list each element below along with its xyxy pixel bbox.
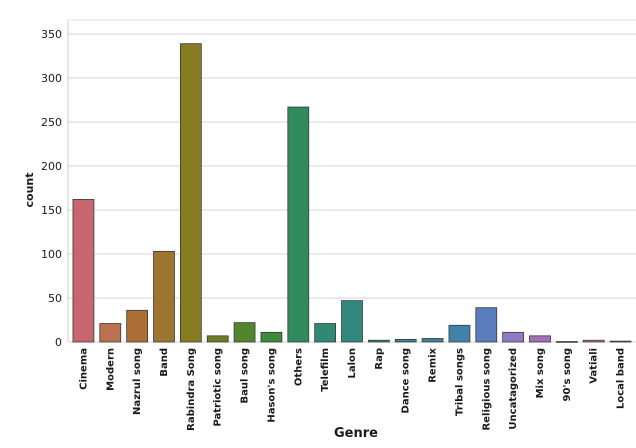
bars: [72, 43, 632, 343]
bar: [72, 199, 95, 343]
x-tick-label: Modern: [105, 348, 116, 391]
x-tick-label: Cinema: [78, 348, 89, 390]
y-tick-label: 100: [41, 248, 62, 261]
bar: [421, 338, 444, 343]
x-tick-label: Rabindra Song: [186, 348, 197, 431]
x-axis-ticks: Cinema Modern Nazrul song Band Rabindra Song…: [78, 347, 626, 430]
bar: [582, 339, 605, 343]
x-tick-label: Dance song: [401, 348, 412, 413]
y-tick-label: 50: [48, 292, 62, 305]
x-tick-label: Mix song: [535, 348, 546, 398]
x-tick-label: Nazrul song: [132, 348, 143, 415]
y-axis-title: count: [23, 173, 36, 208]
x-tick-label: Baul song: [240, 348, 251, 404]
y-axis-ticks: 0 50 100 150 200 250 300 350: [41, 28, 62, 349]
bar: [341, 300, 363, 343]
bar: [260, 331, 283, 343]
bar: [555, 341, 578, 343]
bar: [609, 340, 632, 343]
x-tick-label: Hason's song: [266, 348, 277, 423]
bar: [206, 335, 229, 343]
x-tick-label: Telefilm: [320, 348, 331, 392]
y-tick-label: 350: [41, 28, 62, 41]
x-tick-label: Rap: [374, 348, 385, 370]
bar: [475, 307, 498, 343]
x-tick-label: Religious song: [481, 348, 492, 430]
y-tick-label: 150: [41, 204, 62, 217]
x-tick-label: Tribal songs: [454, 348, 465, 416]
bar: [153, 250, 175, 343]
bar: [502, 331, 525, 343]
x-tick-label: Lalon: [347, 348, 358, 379]
bar: [287, 106, 310, 343]
bar: [448, 324, 471, 343]
bar: [99, 323, 122, 343]
bar: [233, 322, 256, 343]
y-tick-label: 250: [41, 116, 62, 129]
bar: [314, 323, 337, 343]
y-tick-label: 0: [55, 336, 62, 349]
x-tick-label: Remix: [428, 347, 439, 382]
x-tick-label: Band: [159, 348, 170, 377]
y-tick-label: 200: [41, 160, 62, 173]
bar: [394, 338, 417, 343]
x-axis-title: Genre: [334, 426, 378, 441]
x-tick-label: Uncatagorized: [508, 348, 519, 430]
bar: [367, 339, 390, 343]
x-tick-label: Local band: [616, 348, 627, 409]
bar: [126, 309, 149, 343]
x-tick-label: Vatiali: [589, 348, 600, 384]
bar: [179, 43, 202, 343]
x-tick-label: Others: [293, 348, 304, 386]
bar: [529, 335, 551, 343]
x-tick-label: Patriotic song: [213, 348, 224, 427]
y-tick-label: 300: [41, 72, 62, 85]
x-tick-label: 90's song: [562, 348, 573, 402]
